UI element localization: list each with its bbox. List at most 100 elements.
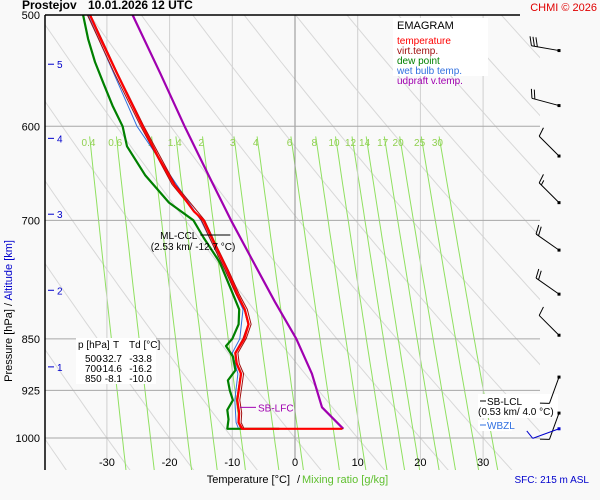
wind-barb-station <box>557 201 561 205</box>
mixing-ratio-label: 3 <box>230 138 236 149</box>
table-cell: -8.1 <box>105 374 123 385</box>
isotherm-gridlines <box>106 15 484 460</box>
table-cell: -32.7 <box>99 354 122 365</box>
dry-adiabat <box>89 15 449 470</box>
wind-barb-station <box>557 427 561 431</box>
wind-barb-station <box>557 248 561 252</box>
wind-barb <box>538 306 561 337</box>
temperature-tick-label: -20 <box>162 457 178 469</box>
wind-barb-station <box>557 49 561 53</box>
mixing-ratio-label: 14 <box>359 138 371 149</box>
y-axis-title: Pressure [hPa] / Altitude [km] <box>3 240 15 382</box>
altitude-tick-label: 3 <box>57 210 63 221</box>
wind-barb <box>538 127 561 158</box>
pressure-tick-label: 700 <box>22 215 40 227</box>
table-cell: -10.0 <box>129 374 152 385</box>
mixing-ratio-line <box>420 136 480 470</box>
dry-adiabat <box>45 180 258 470</box>
mixing-ratio-line <box>151 136 193 470</box>
wind-barb-feather <box>538 226 542 236</box>
altitude-ticks: 5 4 3 2 1 <box>48 60 63 374</box>
wind-barb-station <box>557 411 561 415</box>
wind-barb <box>526 427 561 439</box>
sounding-datetime: 10.01.2026 12 UTC <box>88 0 193 12</box>
altitude-tick-label: 5 <box>57 60 63 71</box>
pressure-tick-label: 1000 <box>16 433 40 445</box>
wind-barb-feather <box>529 36 532 46</box>
ml-ccl-label: ML-CCL <box>160 231 198 242</box>
wind-barb-staff <box>531 45 560 52</box>
temperature-tick-label: 30 <box>477 457 489 469</box>
mixing-ratio-labels: 0.4 0.6 1 1.4 2 3 4 6 8 10 12 14 17 20 25 30 <box>82 138 444 149</box>
wind-barb-feather <box>532 36 535 47</box>
wbzl-box <box>478 420 512 431</box>
wind-barb-staff <box>535 233 560 251</box>
dry-adiabat <box>45 262 195 470</box>
x-axis-title-2: Mixing ratio [g/kg] <box>302 474 388 486</box>
mixing-ratio-label: 1.4 <box>168 138 182 149</box>
wind-barb <box>539 411 561 440</box>
x-axis-title: Temperature [°C] <box>207 474 290 486</box>
wind-barb <box>529 36 561 53</box>
mixing-ratio-label: 10 <box>328 138 340 149</box>
pressure-tick-label: 925 <box>22 385 40 397</box>
mixing-ratio-label: 17 <box>377 138 389 149</box>
altitude-tick-label: 2 <box>57 286 63 297</box>
temperature-tick-label: 0 <box>292 457 298 469</box>
altitude-tick-label: 4 <box>57 134 63 145</box>
dry-adiabat <box>45 100 322 470</box>
wind-barb-staff <box>538 182 560 203</box>
mixing-ratio-label: 0.4 <box>82 138 96 149</box>
wind-barbs <box>526 36 561 440</box>
mixing-ratio-label: 0.6 <box>108 138 122 149</box>
mixing-ratio-line <box>399 136 456 470</box>
temperature-tick-label: 10 <box>352 457 364 469</box>
temperature-ticks: -30 -20 -10 0 10 20 30 <box>99 457 489 469</box>
temperature-tick-label: -10 <box>224 457 240 469</box>
sb-lcl-label: SB-LCL <box>487 397 522 408</box>
wind-barb-station <box>557 375 561 379</box>
wind-barb-feather <box>535 37 538 47</box>
wind-barb-half-feather <box>540 180 545 186</box>
annotations: ML-CCL (2.53 km/ -12.7 °C) SB-LFC SB-LCL… <box>151 231 558 432</box>
wind-barb <box>535 268 561 296</box>
profile-temperature <box>88 14 342 430</box>
altitude-axis-label: Altitude [km] <box>3 240 15 301</box>
dry-adiabat <box>45 348 131 470</box>
legend-item: temperature <box>397 36 451 47</box>
legend-item: wet bulb temp. <box>396 66 462 77</box>
wind-barb-feather <box>538 127 544 137</box>
temperature-tick-label: -30 <box>99 457 115 469</box>
ml-ccl-detail: (2.53 km/ -12.7 °C) <box>151 242 236 253</box>
sb-lfc-label: SB-LFC <box>258 403 294 414</box>
dry-adiabat <box>295 15 540 301</box>
table-cell: -33.8 <box>129 354 152 365</box>
wind-barb <box>538 174 561 205</box>
mixing-ratio-line <box>365 136 421 470</box>
legend-title: EMAGRAM <box>397 20 454 32</box>
mixing-ratio-label: 30 <box>432 138 444 149</box>
mixing-ratio-label: 8 <box>312 138 318 149</box>
x-axis-separator: / <box>297 474 301 486</box>
mixing-ratio-line <box>175 136 218 470</box>
wind-barb-staff <box>538 315 560 336</box>
legend-item: virt.temp. <box>397 46 438 57</box>
dry-adiabat <box>140 15 513 470</box>
wbzl-label: WBZL <box>487 421 515 432</box>
values-table-box <box>76 338 156 384</box>
mixing-ratio-line <box>89 136 127 470</box>
table-cell: 500 <box>85 354 102 365</box>
table-header: T <box>113 340 119 351</box>
table-header: Td [°C] <box>129 340 160 351</box>
table-cell: -14.6 <box>99 364 122 375</box>
wind-barb-feather <box>535 224 540 235</box>
mixing-ratio-label: 6 <box>287 138 293 149</box>
pressure-tick-label: 600 <box>22 121 40 133</box>
mixing-ratio-line <box>351 136 406 470</box>
mixing-ratio-label: 2 <box>198 138 204 149</box>
temperature-tick-label: 20 <box>414 457 426 469</box>
pressure-tick-label: 500 <box>22 10 40 22</box>
wind-barb-feather <box>538 174 544 184</box>
wind-barb <box>530 88 561 108</box>
